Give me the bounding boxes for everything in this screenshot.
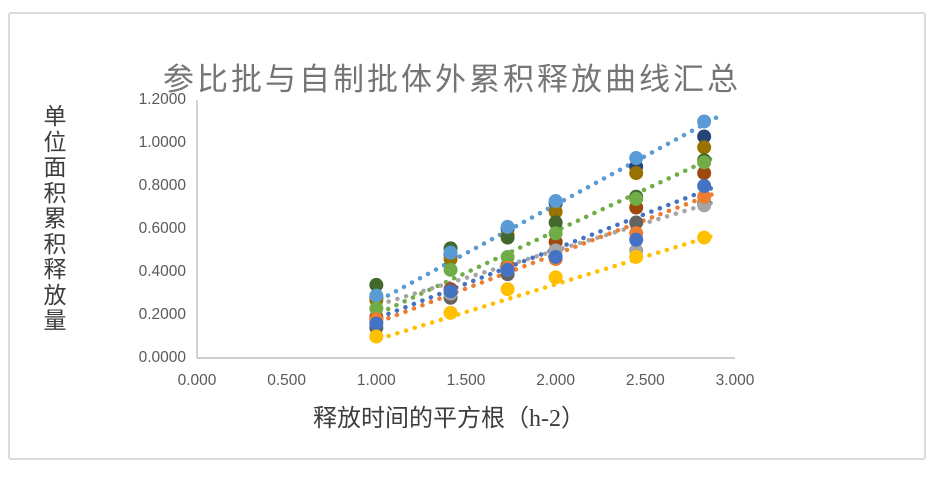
x-tick-label: 0.000 — [177, 372, 217, 389]
y-tick-label: 1.2000 — [138, 91, 186, 108]
marker-green — [443, 262, 458, 277]
x-tick-label: 2.500 — [625, 372, 665, 389]
chart-title: 参比批与自制批体外累积释放曲线汇总 — [163, 62, 741, 97]
marker-dark-yellow — [629, 166, 644, 181]
marker-light-blue — [443, 245, 458, 260]
y-axis-title-char: 面 — [43, 155, 67, 180]
marker-orange — [697, 189, 712, 204]
x-tick-label: 1.000 — [356, 372, 396, 389]
trendline-orange — [377, 190, 720, 324]
marker-light-blue — [369, 288, 384, 303]
y-tick-label: 0.6000 — [138, 220, 186, 237]
y-axis-title-char: 积 — [43, 231, 67, 257]
marker-yellow — [629, 249, 644, 264]
y-axis-title-char: 放 — [43, 282, 67, 308]
x-tick-label: 2.000 — [536, 372, 576, 389]
marker-dark-navy — [697, 129, 712, 144]
series-dark-gray — [369, 196, 712, 335]
trendline-green — [377, 153, 720, 316]
x-tick-label: 3.000 — [715, 372, 755, 389]
y-axis-title-char: 量 — [43, 308, 67, 333]
marker-green — [500, 249, 515, 264]
y-axis-title: 单位面积累积释放量 — [38, 104, 72, 334]
marker-green — [369, 301, 384, 316]
marker-yellow — [548, 270, 563, 285]
marker-dark-green — [369, 277, 384, 292]
marker-yellow — [369, 329, 384, 344]
marker-medium-blue — [500, 262, 515, 277]
marker-green — [548, 226, 563, 241]
y-tick-label: 0.2000 — [138, 306, 186, 323]
marker-light-blue — [500, 219, 515, 234]
marker-medium-blue — [548, 249, 563, 264]
y-tick-label: 0.8000 — [138, 177, 186, 194]
trendline-medium-blue — [377, 183, 720, 320]
marker-light-blue — [548, 194, 563, 209]
x-axis-title: 释放时间的平方根（h-2） — [313, 406, 585, 432]
series-dark-green — [369, 153, 712, 292]
marker-dark-yellow — [697, 140, 712, 155]
x-tick-label: 0.500 — [267, 372, 307, 389]
marker-medium-blue — [629, 232, 644, 247]
series-green — [369, 155, 712, 316]
marker-dark-yellow — [548, 204, 563, 219]
x-tick-label: 1.500 — [446, 372, 486, 389]
marker-yellow — [443, 305, 458, 320]
y-tick-label: 0.4000 — [138, 263, 186, 280]
y-axis-title-char: 位 — [43, 129, 67, 155]
marker-green — [629, 191, 644, 206]
series-dark-yellow — [369, 140, 712, 307]
marker-light-blue — [629, 151, 644, 166]
marker-dark-green — [500, 230, 515, 245]
chart-frame — [8, 12, 926, 460]
marker-medium-blue — [369, 316, 384, 331]
marker-dark-gray — [629, 215, 644, 230]
marker-medium-blue — [443, 284, 458, 299]
y-axis-title-char: 累 — [43, 206, 67, 231]
trendline-light-blue — [377, 114, 720, 303]
marker-dark-red — [697, 166, 712, 181]
y-tick-label: 0.0000 — [138, 349, 186, 366]
marker-green — [697, 155, 712, 170]
series-yellow — [369, 230, 712, 344]
marker-yellow — [500, 282, 515, 297]
y-axis-title-char: 积 — [43, 180, 67, 206]
y-tick-label: 1.0000 — [138, 134, 186, 151]
y-axis-title-char: 单 — [43, 104, 67, 129]
y-axis-title-char: 释 — [43, 257, 67, 282]
series-medium-blue — [369, 179, 712, 331]
marker-dark-green — [548, 215, 563, 230]
marker-yellow — [697, 230, 712, 245]
marker-light-blue — [697, 114, 712, 129]
series-light-blue — [369, 114, 712, 303]
marker-medium-blue — [697, 179, 712, 193]
